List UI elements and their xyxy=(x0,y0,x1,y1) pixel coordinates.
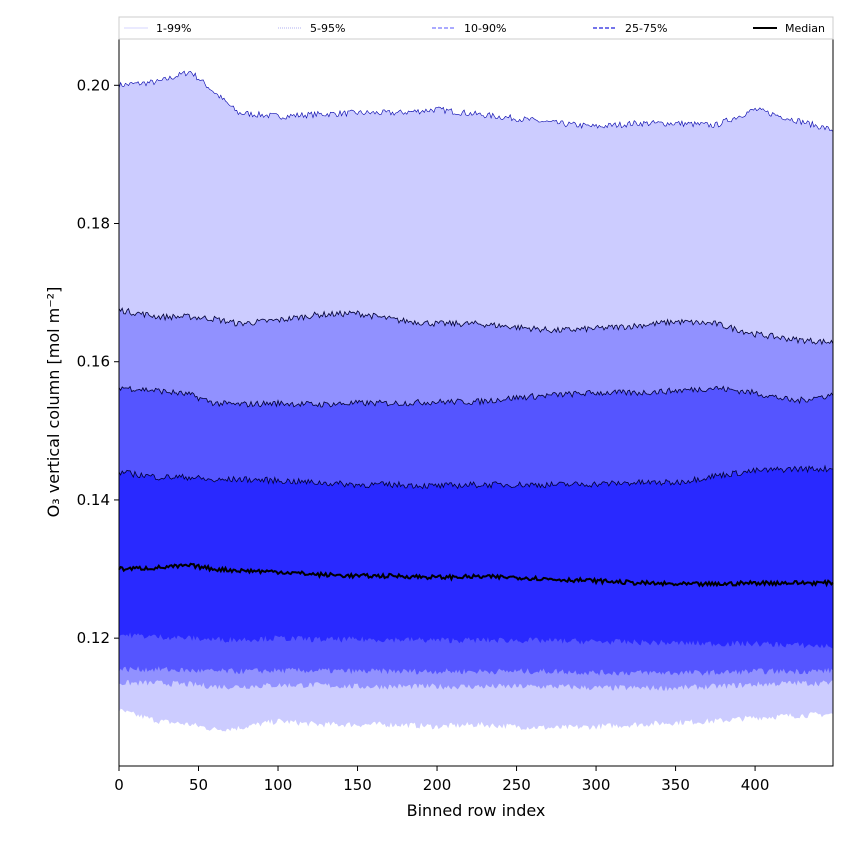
y-tick-label: 0.18 xyxy=(77,215,110,233)
x-tick-label: 400 xyxy=(741,776,770,794)
x-tick-label: 100 xyxy=(264,776,293,794)
legend-label: 25-75% xyxy=(625,22,667,35)
legend-label: 1-99% xyxy=(156,22,191,35)
legend: 1-99% 5-95% 10-90% 25-75% Median xyxy=(118,16,834,40)
y-axis-label: O₃ vertical column [mol m⁻²] xyxy=(44,287,63,518)
x-tick-label: 300 xyxy=(582,776,611,794)
legend-label: Median xyxy=(785,22,825,35)
y-tick-label: 0.20 xyxy=(77,76,110,94)
axes: 0 50 100 150 200 250 300 350 400 0.12 0.14 0.16 0.18… xyxy=(77,38,834,794)
x-tick-label: 0 xyxy=(114,776,124,794)
x-tick-label: 50 xyxy=(189,776,208,794)
legend-label: 5-95% xyxy=(310,22,345,35)
y-tick-label: 0.14 xyxy=(77,491,110,509)
legend-box xyxy=(118,16,834,40)
x-tick-label: 200 xyxy=(423,776,452,794)
band-5-95-upper-edge xyxy=(118,307,834,346)
x-tick-label: 250 xyxy=(502,776,531,794)
legend-label: 10-90% xyxy=(464,22,506,35)
x-axis-label: Binned row index xyxy=(407,801,546,820)
x-tick-label: 150 xyxy=(343,776,372,794)
median-line xyxy=(118,562,834,588)
band-25-75-area xyxy=(119,466,833,649)
band-25-75-upper-edge xyxy=(118,464,834,490)
x-tick-label: 350 xyxy=(661,776,690,794)
band-1-99-upper-edge xyxy=(118,70,834,132)
y-tick-label: 0.16 xyxy=(77,353,110,371)
band-10-90-upper-edge xyxy=(118,385,834,408)
y-tick-label: 0.12 xyxy=(77,629,110,647)
plot-area xyxy=(118,70,834,732)
